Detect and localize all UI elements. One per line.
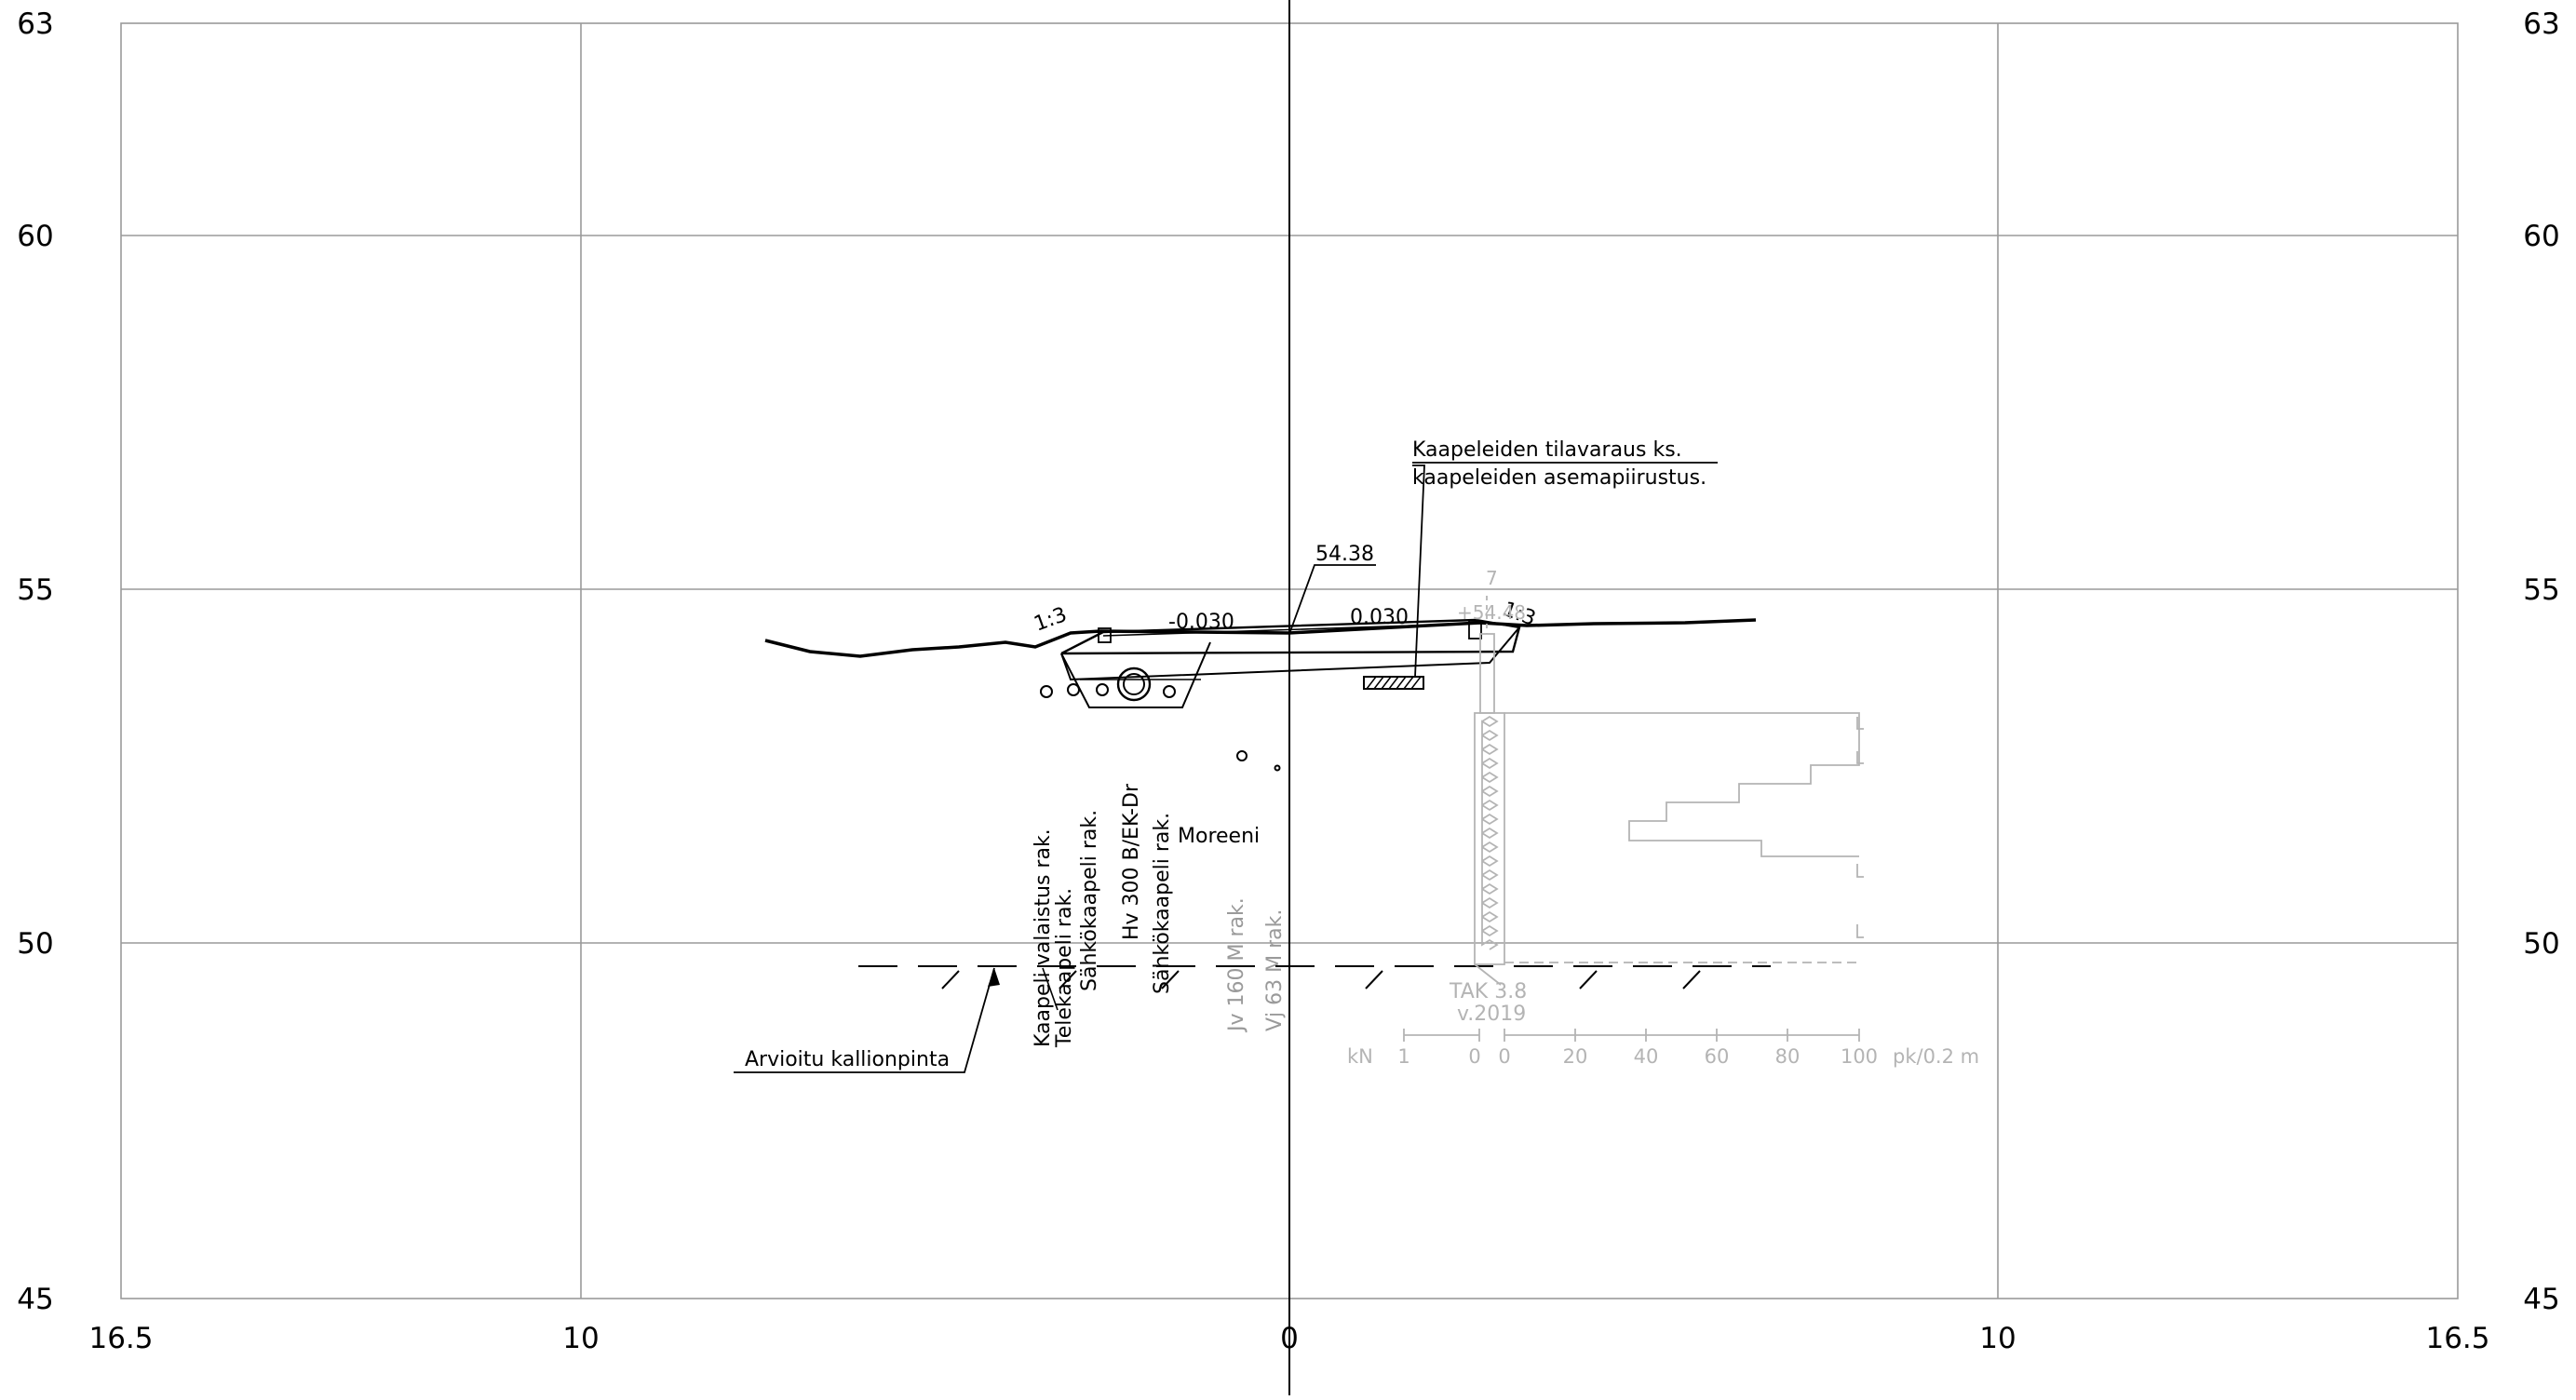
bedrock-surface xyxy=(858,965,1771,989)
y-tick-50-left: 50 xyxy=(17,927,53,961)
cable-lighting-label: Kaapeli valaistus rak. xyxy=(1032,828,1055,1047)
crossfall-right-label: 0.030 xyxy=(1350,606,1409,629)
sounding-scale-left-tick-1: 1 xyxy=(1397,1045,1409,1068)
utility-trench xyxy=(1060,641,1211,708)
elevation-leader xyxy=(1288,564,1376,635)
sounding-scale-right-tick-60: 60 xyxy=(1705,1045,1730,1068)
slope-left-label: 1:3 xyxy=(1032,603,1071,637)
bedrock-label: Arvioitu kallionpinta xyxy=(745,1048,950,1071)
curb-right xyxy=(1468,620,1482,639)
x-tick-left-10: 10 xyxy=(562,1322,599,1355)
x-tick-right-16-5: 16.5 xyxy=(2425,1322,2489,1355)
bedrock-leader-arrow xyxy=(988,968,1000,987)
sounding-column xyxy=(1474,712,1505,965)
sounding-scale-right-tick-40: 40 xyxy=(1634,1045,1659,1068)
sounding-label: TAK 3.8 xyxy=(1449,980,1527,1003)
y-tick-45-left: 45 xyxy=(17,1283,53,1316)
y-axis-left: 63 60 55 50 45 xyxy=(17,7,53,1316)
sounding-tick-marks xyxy=(1856,717,1864,938)
curb-left xyxy=(1098,627,1112,643)
sewer-pipe-label: Hv 300 B/EK-Dr xyxy=(1120,783,1143,940)
y-tick-45-right: 45 xyxy=(2523,1283,2559,1316)
soil-type-label: Moreeni xyxy=(1178,825,1260,848)
y-tick-55-left: 55 xyxy=(17,573,53,607)
cable-reservation-note-line1: Kaapeleiden tilavaraus ks. xyxy=(1412,438,1682,462)
sounding-scale-unit-right: pk/0.2 m xyxy=(1893,1045,1979,1068)
cable-reservation-leader xyxy=(1412,464,1425,678)
road-surface-inner-line xyxy=(1102,623,1472,637)
y-tick-50-right: 50 xyxy=(2523,927,2559,961)
sounding-top-value: +54.48 xyxy=(1457,601,1526,624)
sounding-upper-column xyxy=(1479,633,1495,714)
cable-lighting-marker xyxy=(1040,685,1053,698)
cable-reservation-box xyxy=(1363,464,1425,690)
ground-surface-line xyxy=(764,618,1757,658)
wastewater-pipe-marker xyxy=(1274,764,1281,772)
y-tick-63-right: 63 xyxy=(2523,7,2559,41)
sewer-pipe-inner xyxy=(1123,673,1145,695)
sounding-scale-right-tick-0: 0 xyxy=(1498,1045,1510,1068)
wastewater-pipe-label: Vj 63 M rak. xyxy=(1263,909,1287,1031)
sounding-top-marker: 7 xyxy=(1486,567,1498,589)
road-structure xyxy=(1060,618,1521,708)
crossfall-left-label: -0.030 xyxy=(1168,611,1234,634)
x-tick-left-16-5: 16.5 xyxy=(88,1322,153,1355)
x-tick-right-10: 10 xyxy=(1979,1322,2016,1355)
cable-power-1-marker xyxy=(1096,683,1109,696)
y-tick-63-left: 63 xyxy=(17,7,53,41)
x-tick-0: 0 xyxy=(1280,1322,1299,1355)
bedrock-leader xyxy=(734,967,995,1073)
y-tick-60-left: 60 xyxy=(17,220,53,253)
cable-reservation-hatch xyxy=(1366,676,1422,690)
y-axis-right: 63 60 55 50 45 xyxy=(2523,7,2559,1316)
road-pavement-outline xyxy=(1060,618,1521,655)
cable-power-1-label: Sähkökaapeli rak. xyxy=(1078,810,1101,991)
water-pipe-marker xyxy=(1236,750,1248,761)
sounding-column-pattern xyxy=(1481,715,1499,950)
cable-reservation-rect xyxy=(1363,676,1424,690)
sounding-year: v.2019 xyxy=(1457,1003,1526,1026)
sounding-scale-right-tick-20: 20 xyxy=(1563,1045,1588,1068)
sounding-resistance-profile xyxy=(1504,712,1860,857)
cable-label-leader xyxy=(1042,967,1059,1011)
cable-telecom-marker xyxy=(1067,683,1080,696)
cable-power-2-marker xyxy=(1163,685,1176,698)
cable-power-2-label: Sähkökaapeli rak. xyxy=(1151,813,1174,994)
sounding-log: 7 +54.48 TAK 3.8 v.2019 kN 1 0 0 20 40 6… xyxy=(1347,567,1979,1068)
sounding-scale-right-tick-100: 100 xyxy=(1841,1045,1878,1068)
sounding-scale-right-tick-80: 80 xyxy=(1775,1045,1801,1068)
x-axis: 16.5 10 0 10 16.5 xyxy=(88,1322,2489,1355)
pipes-and-cables xyxy=(1040,666,1281,772)
grid xyxy=(120,0,2459,1395)
cable-telecom-label: Telekaapeli rak. xyxy=(1053,888,1076,1048)
sounding-tip xyxy=(1474,963,1502,986)
road-base-layer xyxy=(1060,626,1520,681)
y-tick-55-right: 55 xyxy=(2523,573,2559,607)
elevation-label: 54.38 xyxy=(1315,543,1374,566)
sounding-scale-ticks xyxy=(1403,1029,1860,1042)
sewer-pipe-outer xyxy=(1116,666,1152,702)
sounding-scale-left-tick-0: 0 xyxy=(1468,1045,1480,1068)
sounding-scale-unit-left: kN xyxy=(1347,1045,1373,1068)
cable-reservation-note-line2: kaapeleiden asemapiirustus. xyxy=(1412,466,1706,490)
y-tick-60-right: 60 xyxy=(2523,220,2559,253)
